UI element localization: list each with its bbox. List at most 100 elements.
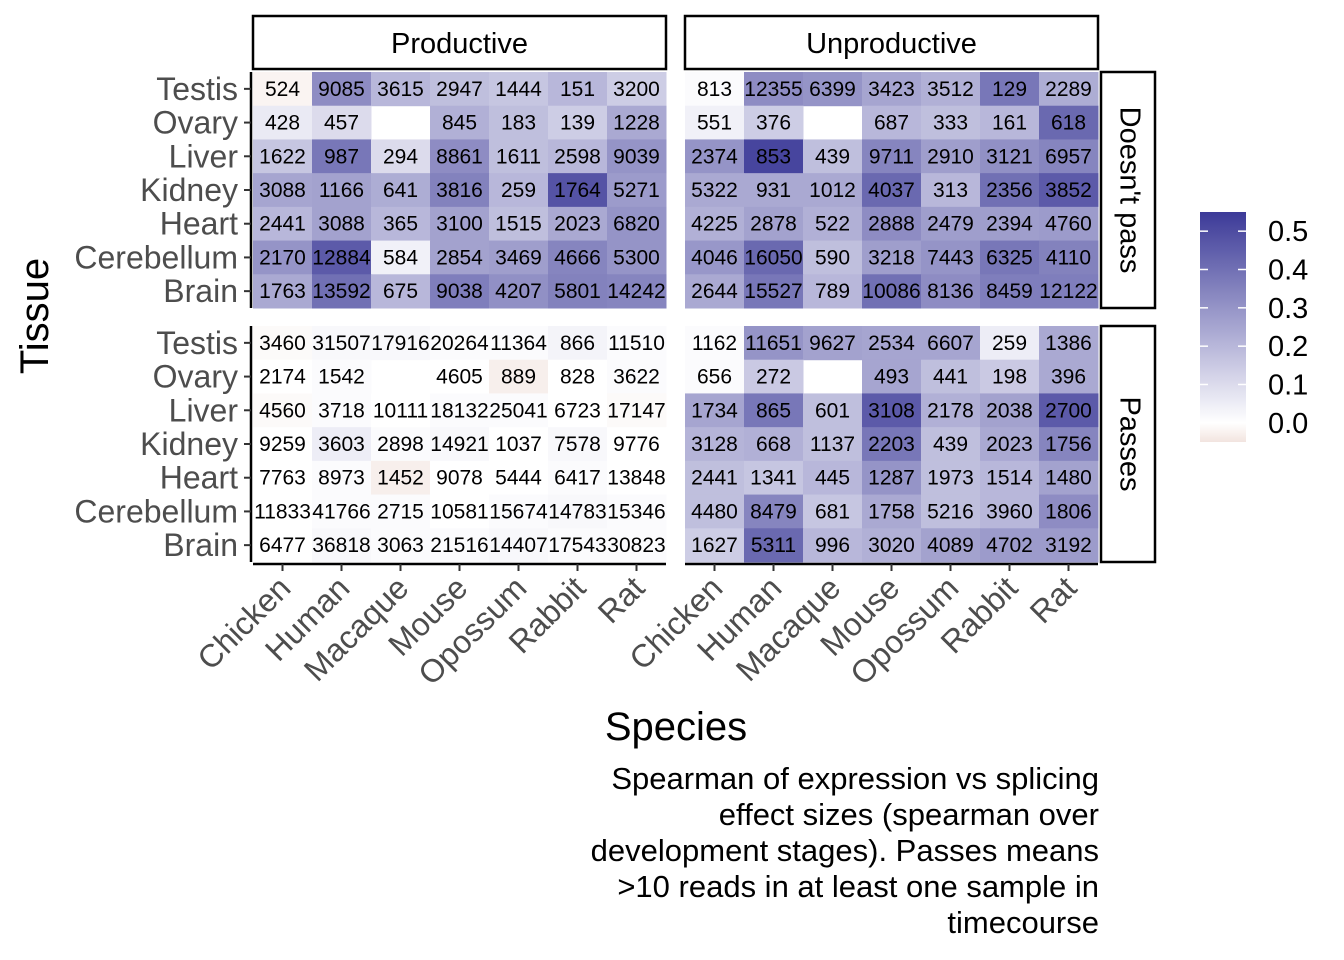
heatmap-cell [862, 460, 922, 496]
heatmap-cell [862, 427, 922, 462]
cell-count-label: 4225 [691, 213, 738, 236]
cell-count-label: 13848 [607, 467, 665, 490]
cell-count-label: 9776 [613, 433, 660, 456]
heatmap-cell [980, 359, 1040, 394]
y-tick-label: Heart [160, 206, 238, 242]
cell-count-label: 3192 [1045, 534, 1092, 557]
heatmap-cell [980, 105, 1040, 140]
heatmap-cell [371, 173, 431, 208]
heatmap-cell [548, 528, 608, 563]
cell-count-label: 2356 [986, 179, 1033, 202]
cell-count-label: 1341 [750, 467, 797, 490]
cell-count-label: 3108 [868, 399, 915, 422]
cell-count-label: 866 [560, 332, 595, 355]
heatmap-cell [489, 72, 549, 107]
heatmap-cell [862, 72, 922, 107]
cell-count-label: 5444 [495, 467, 542, 490]
heatmap-cell [744, 393, 804, 428]
cell-count-label: 3816 [436, 179, 483, 202]
heatmap-cell [685, 72, 745, 107]
heatmap-cell [1039, 427, 1099, 462]
column-strip [683, 14, 1100, 71]
cell-count-label: 2178 [927, 399, 974, 422]
heatmap-cell [253, 494, 313, 529]
heatmap-cell [862, 393, 922, 428]
heatmap-cell [744, 359, 804, 394]
heatmap-cell [803, 206, 863, 242]
heatmap-cell [862, 240, 922, 275]
caption-line: >10 reads in at least one sample in [617, 869, 1099, 904]
cell-count-label: 7578 [554, 433, 601, 456]
cell-count-label: 12884 [312, 246, 371, 269]
cell-count-label: 365 [383, 213, 418, 236]
cell-count-label: 129 [992, 78, 1027, 101]
cell-count-label: 590 [815, 246, 850, 269]
heatmap-cell [744, 326, 804, 361]
heatmap-cell [371, 528, 431, 563]
cell-count-label: 2203 [868, 433, 915, 456]
cell-count-label: 524 [265, 78, 300, 101]
cell-count-label: 1611 [496, 145, 541, 168]
heatmap-cell [371, 139, 431, 174]
heatmap-cell [607, 72, 667, 107]
cell-count-label: 2170 [259, 246, 306, 269]
legend-tick-label: 0.1 [1268, 370, 1308, 402]
cell-count-label: 4110 [1046, 246, 1091, 269]
y-tick-label: Cerebellum [74, 239, 238, 275]
heatmap-cell [253, 427, 313, 462]
heatmap-cell [685, 494, 745, 529]
cell-count-label: 3852 [1045, 179, 1092, 202]
cell-count-label: 4702 [986, 534, 1033, 557]
heatmap-cell [685, 326, 745, 361]
cell-count-label: 6957 [1045, 145, 1092, 168]
cell-count-label: 1973 [927, 467, 974, 490]
heatmap-cell [607, 240, 667, 275]
legend-tick-label: 0.3 [1268, 293, 1308, 325]
cell-count-label: 1764 [554, 179, 601, 202]
heatmap-cell [1039, 460, 1099, 496]
heatmap-cell [685, 206, 745, 242]
heatmap-cell [744, 72, 804, 107]
cell-count-label: 2598 [554, 145, 601, 168]
heatmap-cell [744, 460, 804, 496]
cell-count-label: 2947 [436, 78, 483, 101]
cell-count-label: 3128 [691, 433, 738, 456]
cell-count-label: 272 [756, 366, 791, 389]
heatmap-cell [980, 427, 1040, 462]
heatmap-cell [803, 173, 863, 208]
heatmap-cell [430, 72, 490, 107]
cell-count-label: 2878 [750, 213, 797, 236]
row-strip [1099, 324, 1157, 564]
cell-count-label: 6477 [259, 534, 306, 557]
cell-count-label: 25041 [489, 399, 547, 422]
heatmap-cell [803, 393, 863, 428]
y-tick-label: Testis [156, 71, 238, 107]
row-strip [1099, 70, 1157, 310]
color-legend: 0.0 0.1 0.2 0.3 0.4 0.5 [1200, 212, 1308, 442]
heatmap-cell [685, 274, 745, 309]
heatmap-cell [685, 173, 745, 208]
cell-count-label: 161 [992, 112, 1027, 135]
cell-count-label: 675 [383, 280, 418, 303]
cell-count-label: 3460 [259, 332, 306, 355]
cell-count-label: 853 [756, 145, 791, 168]
cell-count-label: 8479 [750, 500, 797, 523]
cell-count-label: 3718 [318, 399, 365, 422]
heatmap-cell [253, 173, 313, 208]
cell-count-label: 9259 [259, 433, 306, 456]
cell-count-label: 6607 [927, 332, 974, 355]
heatmap-cell [371, 274, 431, 309]
y-axis-title: Tissue [13, 258, 57, 374]
cell-count-label: 16050 [744, 246, 802, 269]
heatmap-cell [489, 206, 549, 242]
caption-line: development stages). Passes means [591, 833, 1099, 868]
heatmap-cell [371, 393, 431, 428]
cell-count-label: 4760 [1045, 213, 1092, 236]
heatmap-cell [312, 460, 372, 496]
heatmap-cell [253, 326, 313, 361]
cell-count-label: 828 [560, 366, 595, 389]
cell-count-label: 5801 [554, 280, 601, 303]
heatmap-cell [430, 427, 490, 462]
heatmap-cell [744, 206, 804, 242]
legend-tick-label: 0.0 [1268, 408, 1308, 440]
